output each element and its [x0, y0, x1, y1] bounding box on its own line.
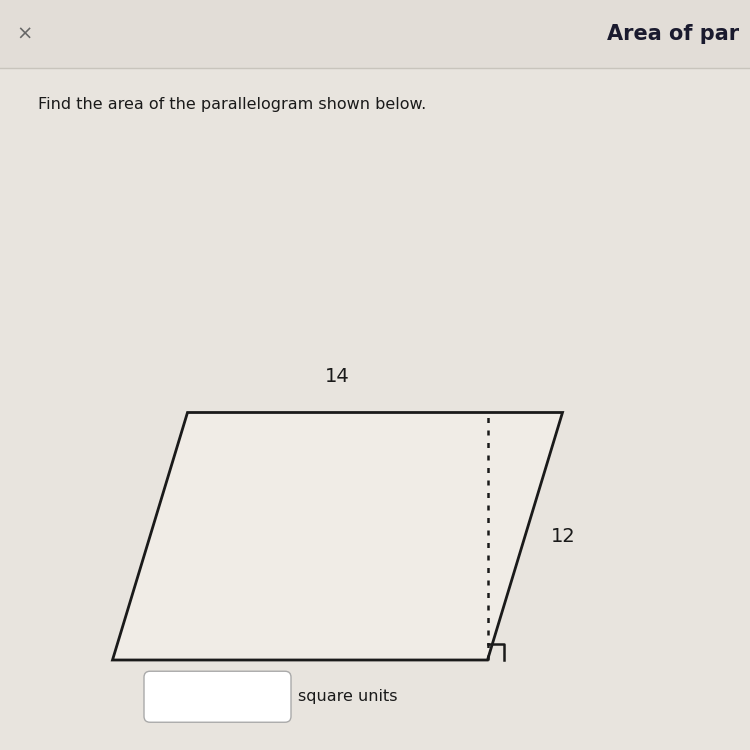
- Text: 12: 12: [551, 526, 576, 546]
- Text: Find the area of the parallelogram shown below.: Find the area of the parallelogram shown…: [38, 98, 426, 112]
- Text: 10: 10: [442, 526, 466, 546]
- Text: Area of par: Area of par: [607, 24, 739, 44]
- FancyBboxPatch shape: [144, 671, 291, 722]
- Polygon shape: [112, 413, 562, 660]
- Bar: [0, 0, 750, 68]
- Text: 14: 14: [326, 368, 350, 386]
- Text: square units: square units: [298, 689, 398, 704]
- Text: ×: ×: [16, 24, 33, 44]
